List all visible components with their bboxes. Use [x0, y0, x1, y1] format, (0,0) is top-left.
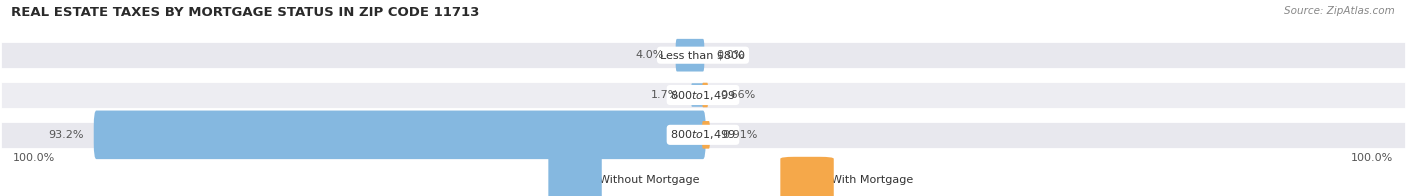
Bar	[0, 121, 1406, 149]
Text: 0.0%: 0.0%	[716, 50, 744, 60]
FancyBboxPatch shape	[692, 83, 703, 107]
Text: Without Mortgage: Without Mortgage	[599, 175, 699, 185]
Text: 4.0%: 4.0%	[636, 50, 664, 60]
FancyBboxPatch shape	[703, 83, 709, 107]
Text: Source: ZipAtlas.com: Source: ZipAtlas.com	[1284, 6, 1395, 16]
Text: 0.91%: 0.91%	[721, 130, 758, 140]
FancyBboxPatch shape	[676, 39, 704, 72]
Text: 0.66%: 0.66%	[720, 90, 755, 100]
Text: Less than $800: Less than $800	[661, 50, 745, 60]
Text: $800 to $1,499: $800 to $1,499	[671, 128, 735, 141]
Text: $800 to $1,499: $800 to $1,499	[671, 89, 735, 102]
Text: 93.2%: 93.2%	[48, 130, 83, 140]
Text: 100.0%: 100.0%	[1351, 153, 1393, 163]
Bar	[0, 81, 1406, 109]
Text: REAL ESTATE TAXES BY MORTGAGE STATUS IN ZIP CODE 11713: REAL ESTATE TAXES BY MORTGAGE STATUS IN …	[11, 6, 479, 19]
FancyBboxPatch shape	[94, 111, 706, 159]
Text: With Mortgage: With Mortgage	[831, 175, 912, 185]
FancyBboxPatch shape	[702, 121, 710, 149]
Text: 100.0%: 100.0%	[13, 153, 55, 163]
Bar	[0, 41, 1406, 69]
Text: 1.7%: 1.7%	[651, 90, 679, 100]
